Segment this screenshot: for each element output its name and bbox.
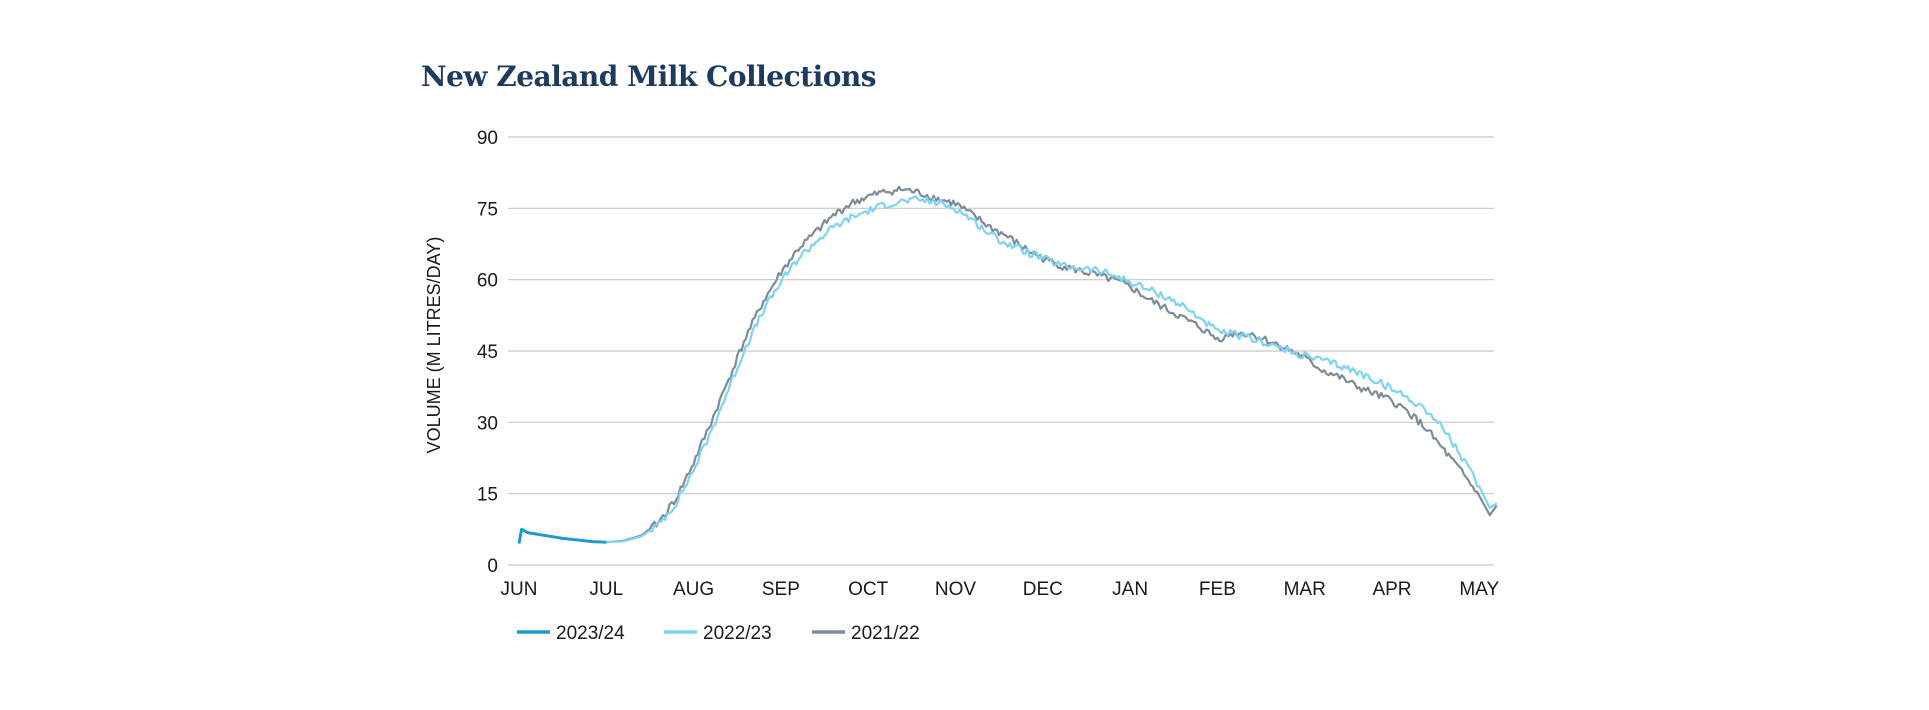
series-line	[606, 195, 1498, 544]
y-tick-label: 75	[477, 199, 498, 220]
x-tick-label: SEP	[762, 579, 800, 600]
y-tick-label: 30	[477, 413, 498, 434]
series-lines	[517, 185, 1498, 544]
y-tick-label: 15	[477, 485, 498, 506]
y-tick-label: 0	[487, 556, 498, 577]
legend-label: 2023/24	[556, 623, 625, 644]
legend-item: 2022/23	[664, 623, 772, 644]
legend-item: 2021/22	[812, 623, 920, 644]
gridlines	[508, 136, 1494, 566]
y-axis-label: VOLUME (M LITRES/DAY)	[424, 237, 444, 454]
x-tick-label: DEC	[1023, 579, 1063, 600]
x-tick-labels: JUN JUL AUG SEP OCT NOV DEC JAN FEB MAR APR MAY	[501, 579, 1500, 600]
x-tick-label: APR	[1372, 579, 1411, 600]
x-tick-label: FEB	[1199, 579, 1236, 600]
x-tick-label: JAN	[1112, 579, 1148, 600]
legend-label: 2022/23	[703, 623, 772, 644]
x-tick-label: JUN	[501, 579, 538, 600]
x-tick-label: OCT	[848, 579, 889, 600]
y-tick-labels: 0 15 30 45 60 75 90	[477, 128, 498, 577]
x-tick-label: MAY	[1459, 579, 1499, 600]
legend-item: 2023/24	[517, 623, 625, 644]
y-tick-label: 60	[477, 271, 498, 292]
x-tick-label: AUG	[673, 579, 714, 600]
series-line	[517, 527, 607, 544]
legend: 2023/24 2022/23 2021/22	[517, 623, 920, 644]
y-tick-label: 90	[477, 128, 498, 149]
chart-title: New Zealand Milk Collections	[421, 60, 877, 93]
x-tick-label: JUL	[589, 579, 623, 600]
legend-label: 2021/22	[851, 623, 920, 644]
x-tick-label: NOV	[935, 579, 977, 600]
x-tick-label: MAR	[1284, 579, 1326, 600]
y-tick-label: 45	[477, 342, 498, 363]
